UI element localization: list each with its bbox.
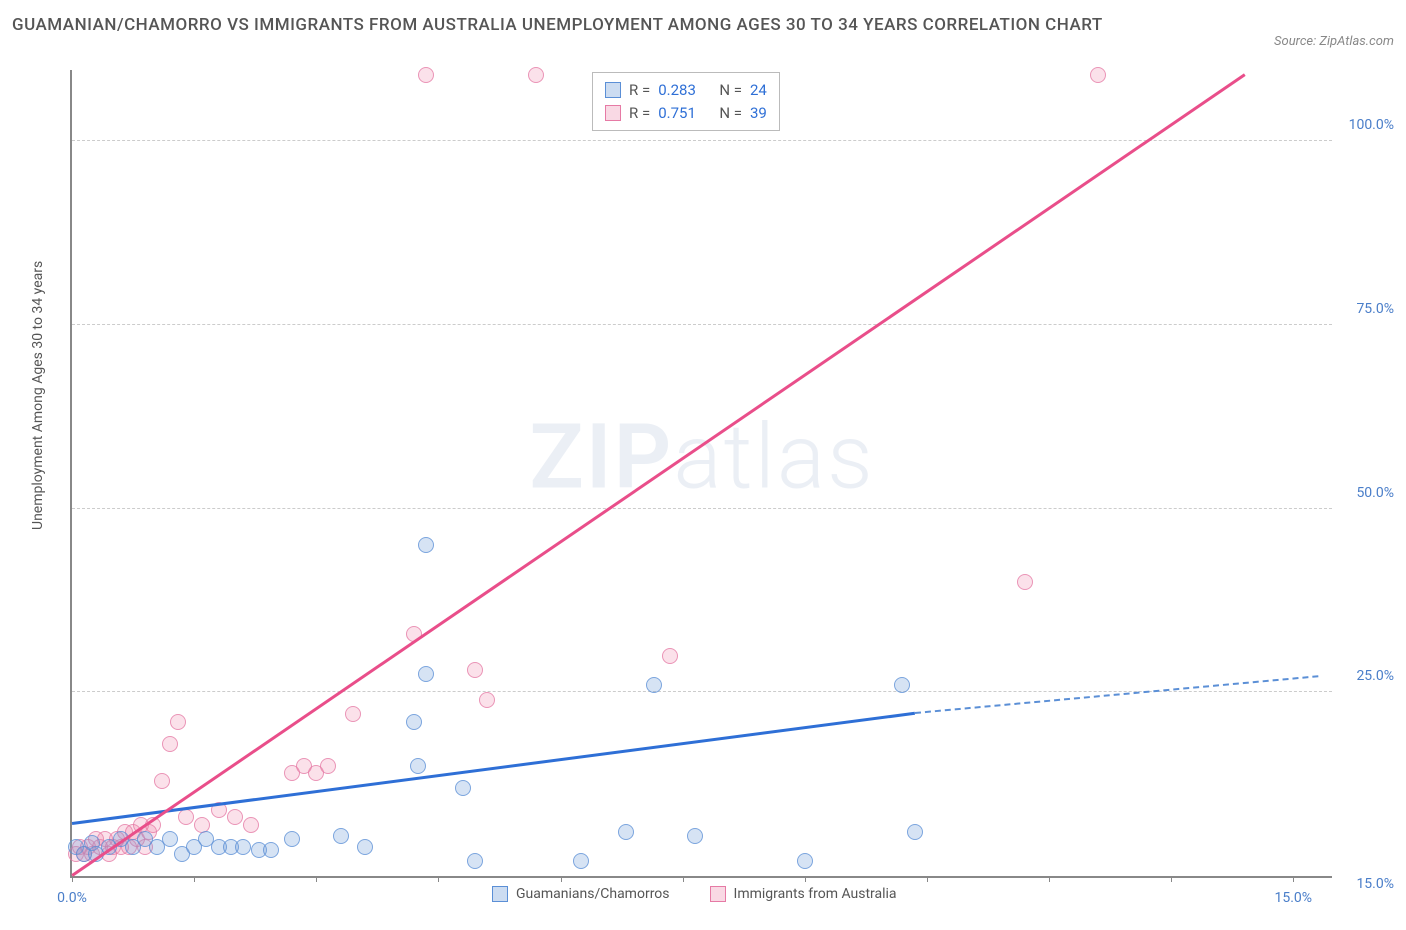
data-point	[410, 758, 426, 774]
data-point	[284, 831, 300, 847]
chart-container: Unemployment Among Ages 30 to 34 years Z…	[32, 70, 1382, 910]
legend-item-pink: Immigrants from Australia	[710, 886, 897, 902]
data-point	[618, 824, 634, 840]
x-tick	[1293, 876, 1294, 882]
data-point	[418, 666, 434, 682]
data-point	[170, 714, 186, 730]
data-point	[528, 67, 544, 83]
data-point	[1090, 67, 1106, 83]
data-point	[345, 706, 361, 722]
data-point	[162, 831, 178, 847]
gridline	[72, 324, 1332, 325]
series-legend: Guamanians/Chamorros Immigrants from Aus…	[492, 886, 897, 902]
x-tick	[561, 876, 562, 882]
data-point	[573, 853, 589, 869]
y-tick-label: 50.0%	[1356, 485, 1394, 501]
data-point	[178, 809, 194, 825]
data-point	[467, 662, 483, 678]
x-tick	[805, 876, 806, 882]
data-point	[797, 853, 813, 869]
trend-line	[71, 73, 1245, 876]
x-tick-label: 0.0%	[57, 890, 87, 906]
data-point	[479, 692, 495, 708]
data-point	[333, 828, 349, 844]
data-point	[227, 809, 243, 825]
y-tick-label: 100.0%	[1349, 117, 1394, 133]
data-point	[646, 677, 662, 693]
swatch-pink-icon	[710, 886, 726, 902]
y-axis-label: Unemployment Among Ages 30 to 34 years	[30, 261, 46, 530]
x-tick	[72, 876, 73, 882]
swatch-blue-icon	[492, 886, 508, 902]
data-point	[263, 842, 279, 858]
x-tick	[1049, 876, 1050, 882]
data-point	[162, 736, 178, 752]
data-point	[455, 780, 471, 796]
data-point	[406, 714, 422, 730]
data-point	[467, 853, 483, 869]
y-tick-label: 15.0%	[1356, 876, 1394, 892]
x-tick	[927, 876, 928, 882]
data-point	[662, 648, 678, 664]
data-point	[418, 537, 434, 553]
trend-line	[72, 712, 915, 825]
data-point	[1017, 574, 1033, 590]
data-point	[418, 67, 434, 83]
x-tick-label: 15.0%	[1275, 890, 1313, 906]
plot-area: ZIPatlas R = 0.283 N = 24 R = 0.751 N = …	[70, 70, 1332, 878]
trend-line	[915, 676, 1318, 715]
data-point	[235, 839, 251, 855]
source-attribution: Source: ZipAtlas.com	[1274, 34, 1394, 49]
legend-item-blue: Guamanians/Chamorros	[492, 886, 670, 902]
data-point	[894, 677, 910, 693]
correlation-legend: R = 0.283 N = 24 R = 0.751 N = 39	[592, 72, 780, 131]
watermark: ZIPatlas	[529, 404, 874, 509]
x-tick	[316, 876, 317, 882]
y-tick-label: 25.0%	[1356, 668, 1394, 684]
y-tick-label: 75.0%	[1356, 301, 1394, 317]
swatch-pink-icon	[605, 105, 621, 121]
x-tick	[438, 876, 439, 882]
data-point	[320, 758, 336, 774]
data-point	[687, 828, 703, 844]
x-tick	[194, 876, 195, 882]
data-point	[243, 817, 259, 833]
data-point	[154, 773, 170, 789]
data-point	[194, 817, 210, 833]
legend-row-pink: R = 0.751 N = 39	[605, 102, 767, 125]
data-point	[357, 839, 373, 855]
gridline	[72, 508, 1332, 509]
x-tick	[683, 876, 684, 882]
swatch-blue-icon	[605, 82, 621, 98]
x-tick	[1171, 876, 1172, 882]
data-point	[907, 824, 923, 840]
chart-title: GUAMANIAN/CHAMORRO VS IMMIGRANTS FROM AU…	[12, 12, 1103, 39]
legend-row-blue: R = 0.283 N = 24	[605, 79, 767, 102]
